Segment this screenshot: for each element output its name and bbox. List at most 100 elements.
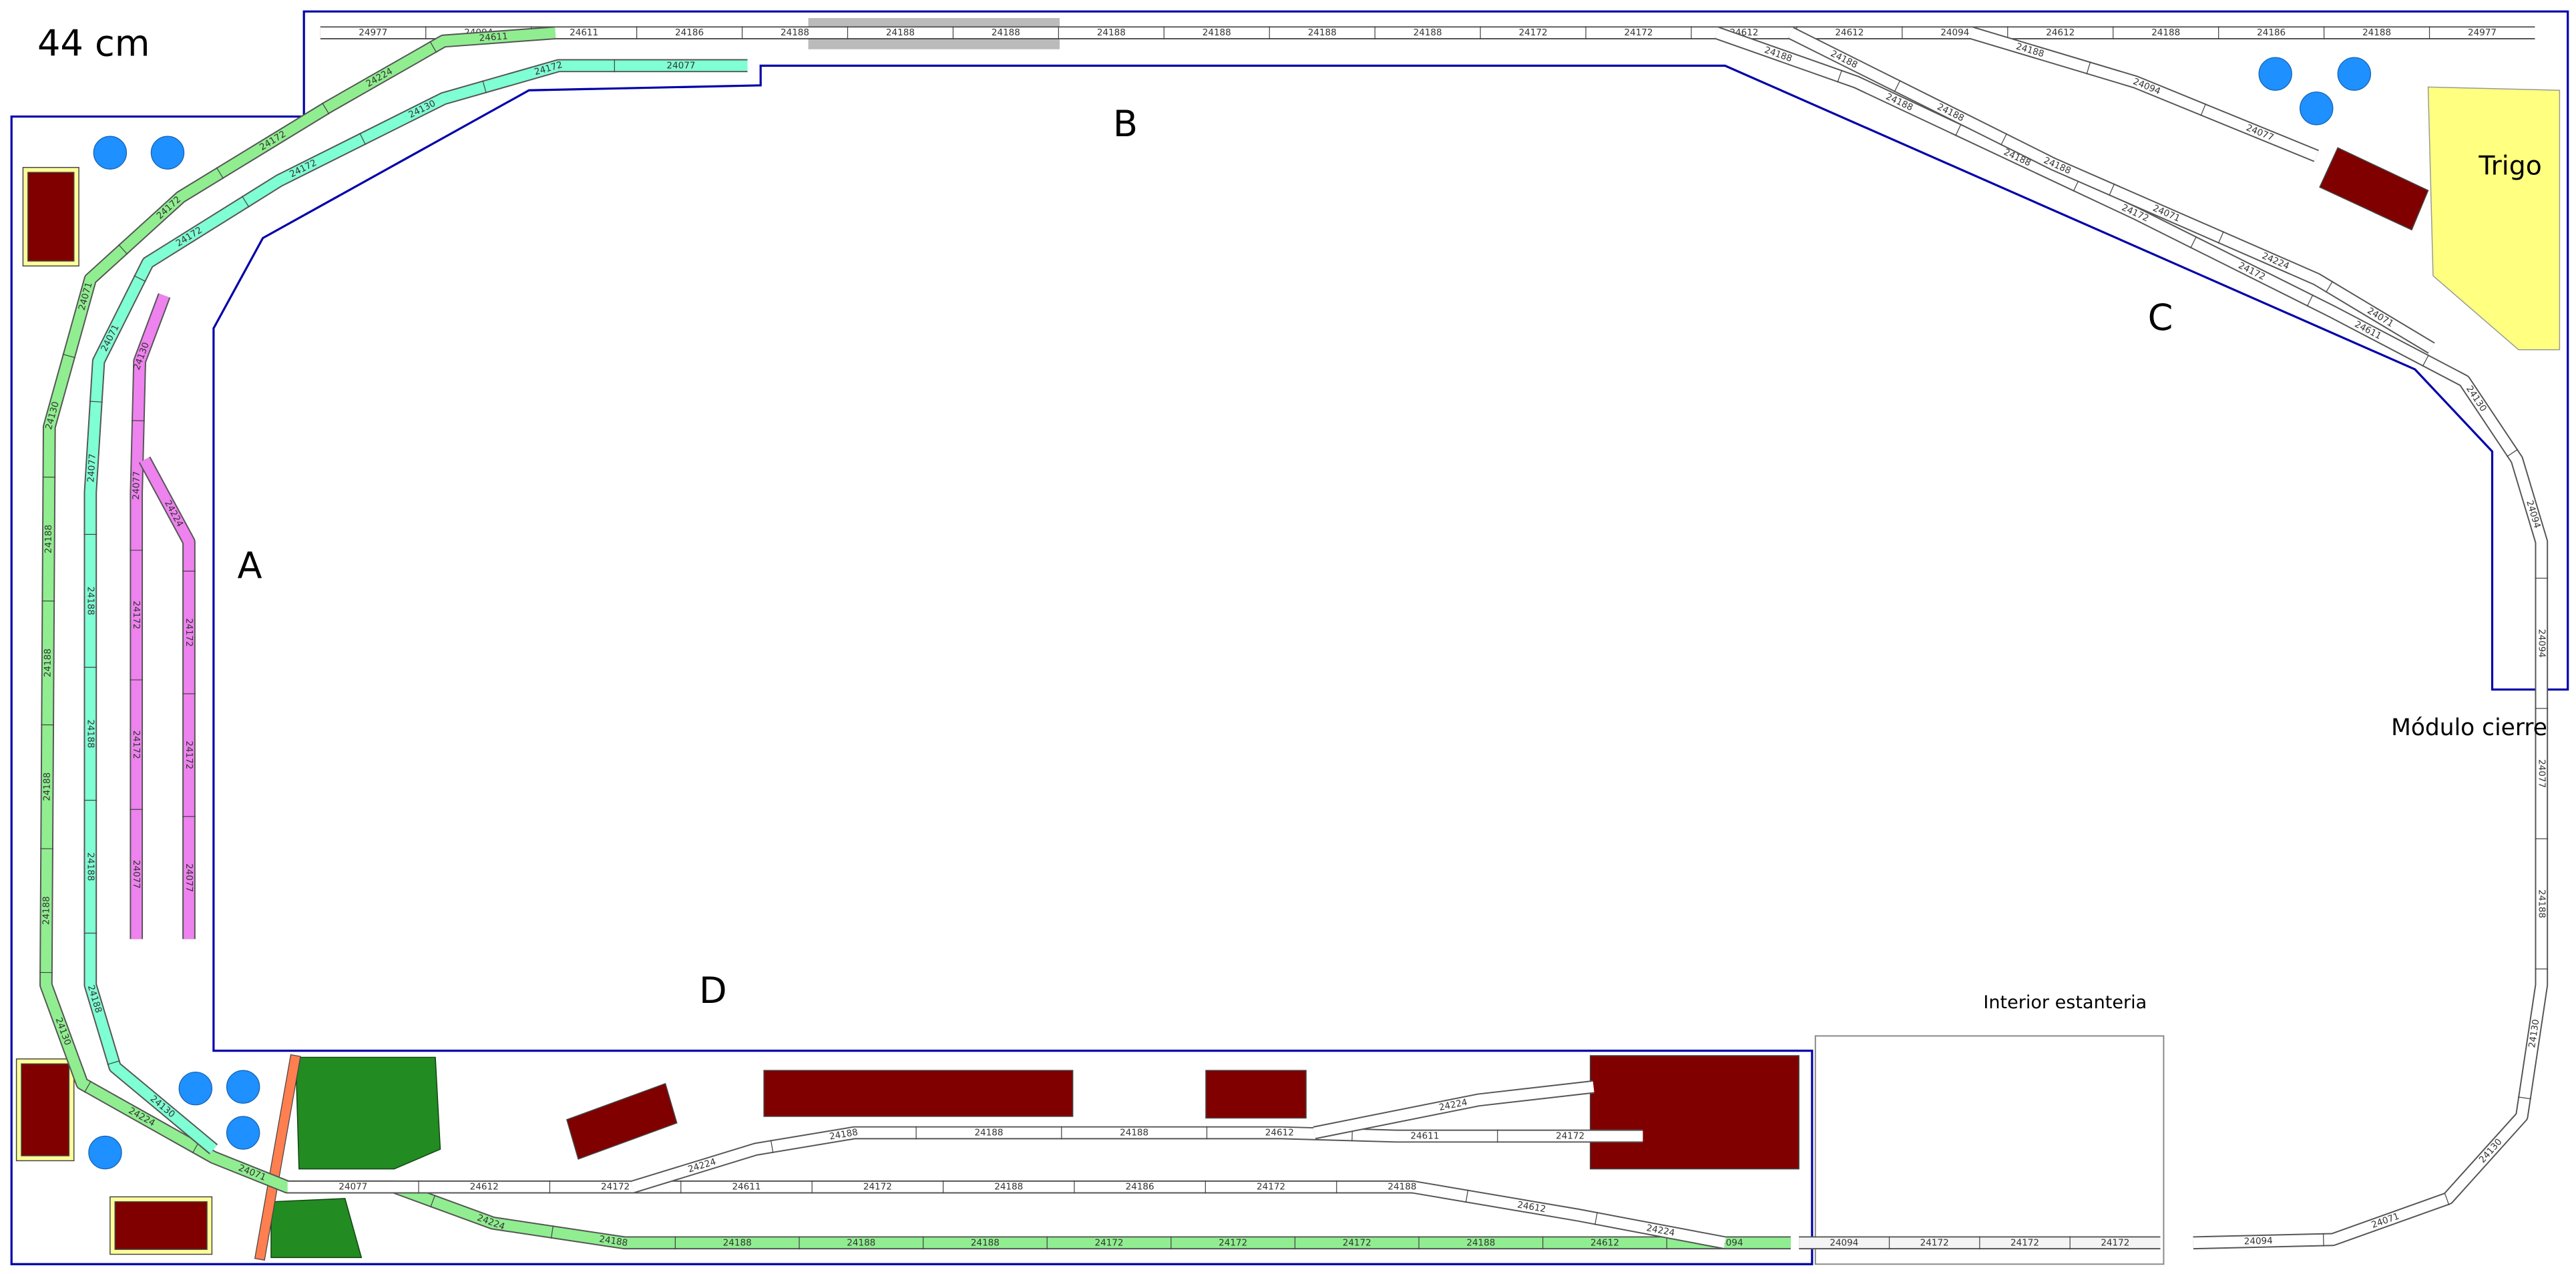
joint — [1837, 69, 1843, 83]
track-piece-label: 24094 — [2244, 1235, 2273, 1247]
shelf-label: Interior estanteria — [1983, 992, 2147, 1013]
track-piece-label: 24977 — [2468, 27, 2497, 38]
joint — [89, 401, 103, 403]
track-piece-label: 24077 — [339, 1182, 367, 1193]
joint — [1955, 124, 1962, 136]
track-piece-label: 24186 — [675, 27, 704, 38]
track-piece-label: 24172 — [2237, 260, 2268, 283]
joint — [482, 80, 487, 93]
joint — [2518, 1096, 2531, 1100]
track — [1313, 1081, 1594, 1138]
track-piece-label: 24612 — [2046, 27, 2075, 38]
track-piece-label: 24077 — [666, 60, 695, 71]
bridge — [254, 1054, 301, 1261]
track-piece-label: 24172 — [863, 1182, 892, 1193]
joint — [84, 1080, 91, 1093]
joint — [359, 133, 367, 146]
joint — [1594, 1212, 1598, 1225]
wheat-label: Trigo — [2478, 150, 2541, 181]
joint — [2422, 355, 2429, 367]
track-piece-label: 24077 — [2245, 122, 2276, 143]
track-piece-label: 24077 — [2536, 759, 2547, 788]
wheat-field — [2427, 86, 2561, 351]
track-piece-label: 24612 — [1835, 27, 1864, 38]
joint — [322, 102, 330, 115]
track — [1715, 27, 2547, 1249]
track-piece-label: 24094 — [2131, 76, 2162, 97]
joint — [62, 353, 75, 359]
zone-label: C — [2148, 296, 2173, 339]
joint — [2217, 231, 2224, 244]
track-piece-label: 24077 — [184, 863, 194, 892]
track-piece-label: 24612 — [1265, 1128, 1294, 1138]
joint — [134, 275, 146, 282]
joint — [1465, 1189, 1469, 1203]
shelf-area — [1814, 1035, 2165, 1265]
joint — [2190, 236, 2197, 248]
joint — [550, 1225, 554, 1239]
track-piece-label: 24188 — [598, 1234, 628, 1249]
joint — [241, 196, 250, 208]
track-piece-label: 24188 — [1120, 1128, 1148, 1138]
zone-label: B — [1113, 103, 1138, 145]
track-piece-label: 24172 — [184, 618, 194, 647]
buildings — [15, 147, 2429, 1255]
track-piece-label: 24188 — [2536, 889, 2547, 918]
track-piece-label: 24188 — [847, 1237, 875, 1248]
track-piece-label: 24188 — [1097, 27, 1126, 38]
track — [1970, 27, 2319, 161]
track-piece-label: 24094 — [1940, 27, 1969, 38]
track-piece-label: 24094 — [2536, 629, 2547, 658]
track — [287, 1181, 1726, 1249]
track-piece-label: 24224 — [1645, 1223, 1675, 1239]
zone-label: A — [237, 544, 262, 586]
track-piece-label: 24130 — [2477, 1136, 2505, 1165]
track-piece-label: 24188 — [886, 27, 915, 38]
track-piece-label: 24186 — [2257, 27, 2286, 38]
track — [85, 60, 748, 1154]
track-piece-label: 24612 — [470, 1182, 499, 1193]
track-piece-label: 24188 — [43, 648, 53, 677]
track-piece-label: 24188 — [43, 525, 54, 554]
track-piece-label: 24224 — [127, 1105, 157, 1128]
track-piece-label: 24172 — [2010, 1237, 2039, 1248]
track-piece-label: 24172 — [1920, 1237, 1949, 1248]
joint — [770, 1140, 774, 1153]
track-piece-label: 24130 — [2527, 1018, 2541, 1048]
track-piece-label: 24071 — [237, 1162, 268, 1183]
track-piece-label: 24188 — [2362, 27, 2391, 38]
joint — [430, 1195, 436, 1208]
track-piece-label: 24224 — [365, 66, 395, 89]
joint — [2000, 133, 2008, 146]
track-piece-label: 24188 — [85, 853, 95, 881]
track-piece-label: 24172 — [1257, 1182, 1285, 1193]
track-piece-label: 24188 — [974, 1128, 1003, 1138]
track-piece-label: 24188 — [1466, 1237, 1495, 1248]
closing-module-label: Módulo cierre — [2391, 714, 2547, 741]
joint — [2109, 183, 2115, 196]
track-piece-label: 24188 — [41, 896, 51, 925]
track — [41, 27, 1791, 1249]
joint — [2444, 1193, 2450, 1205]
track-piece-label: 24172 — [1343, 1237, 1371, 1248]
track — [131, 293, 170, 939]
track-piece-label: 24188 — [42, 773, 53, 801]
joint — [2507, 449, 2519, 457]
plan-title: 44 cm — [37, 22, 150, 64]
track-piece-label: 24130 — [407, 98, 437, 121]
track-piece-label: 24071 — [99, 323, 122, 353]
tracks: 24977 24094 24611 24186 24188 24188 24188 24188… — [39, 26, 2549, 1250]
track-piece-label: 24188 — [781, 27, 809, 38]
joint — [118, 244, 128, 255]
track — [1788, 28, 2434, 353]
track-piece-label: 24172 — [288, 158, 318, 180]
track-piece-label: 24224 — [2260, 250, 2291, 272]
track-piece-label: 24188 — [85, 586, 95, 615]
track-piece-label: 24172 — [131, 730, 142, 759]
zone-label: D — [699, 970, 727, 1012]
hills — [270, 1056, 441, 1259]
joint — [2200, 103, 2207, 116]
track-piece-label: 24077 — [85, 453, 98, 483]
track-piece-label: 24188 — [1387, 1182, 1416, 1193]
